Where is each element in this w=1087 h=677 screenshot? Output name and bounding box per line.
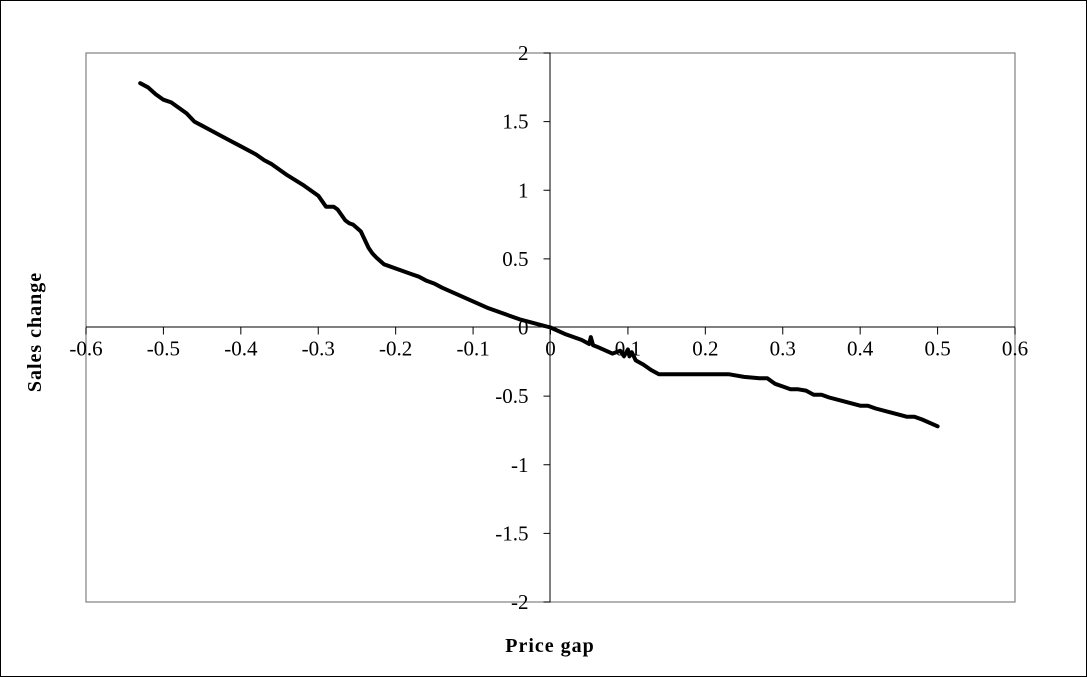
y-tick-label: 0.5 bbox=[502, 247, 528, 271]
y-tick-label: -0.5 bbox=[495, 384, 528, 408]
y-axis-ticks bbox=[543, 52, 551, 603]
x-axis-title: Price gap bbox=[505, 635, 595, 657]
y-tick-label: 1 bbox=[518, 178, 529, 202]
y-tick-label: 2 bbox=[518, 41, 529, 65]
y-axis-tick-labels: 2 1.5 1 0.5 0 -0.5 -1 -1.5 -2 bbox=[495, 41, 528, 614]
x-tick-label: -0.4 bbox=[224, 337, 258, 361]
y-tick-label: 0 bbox=[518, 316, 529, 340]
x-tick-label: 0 bbox=[545, 337, 556, 361]
x-axis-tick-labels: -0.6 -0.5 -0.4 -0.3 -0.2 -0.1 0 0.1 0.2 0.3 0.4 0.5… bbox=[69, 337, 1028, 361]
y-axis-title: Sales change bbox=[24, 272, 46, 392]
x-tick-label: -0.1 bbox=[456, 337, 489, 361]
x-tick-label: 0.6 bbox=[1002, 337, 1028, 361]
series-line bbox=[138, 81, 940, 429]
x-tick-label: 0.5 bbox=[924, 337, 950, 361]
x-tick-label: 0.4 bbox=[847, 337, 874, 361]
x-tick-label: 0.3 bbox=[770, 337, 796, 361]
x-tick-label: -0.5 bbox=[147, 337, 180, 361]
x-tick-label: 0.2 bbox=[692, 337, 718, 361]
y-tick-label: -1 bbox=[511, 453, 529, 477]
x-tick-label: -0.2 bbox=[379, 337, 412, 361]
y-tick-label: 1.5 bbox=[502, 110, 528, 134]
x-tick-label: -0.6 bbox=[69, 337, 102, 361]
y-tick-label: -2 bbox=[511, 590, 529, 614]
series-group bbox=[138, 81, 940, 429]
x-tick-label: -0.3 bbox=[302, 337, 335, 361]
y-tick-label: -1.5 bbox=[495, 521, 528, 545]
